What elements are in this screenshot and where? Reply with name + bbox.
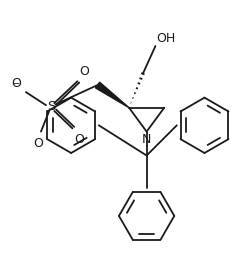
Text: OH: OH [156,32,175,45]
Text: S: S [47,100,55,113]
Text: O: O [79,65,89,78]
Text: O: O [33,137,43,150]
Text: O: O [74,133,84,146]
Text: O: O [11,77,21,90]
Text: −: − [12,79,20,89]
Polygon shape [95,82,129,108]
Text: N: N [141,133,151,146]
